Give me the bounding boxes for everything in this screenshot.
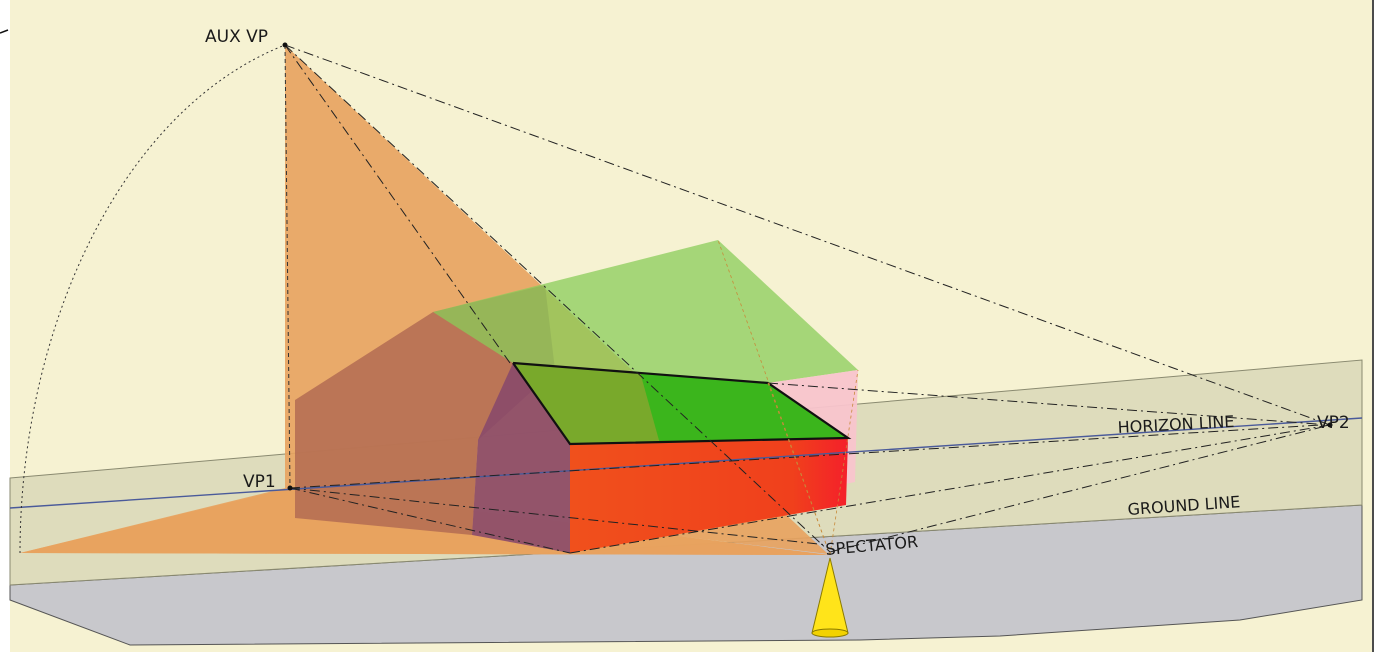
spectator-ray <box>767 382 831 556</box>
aux-vp-point <box>282 42 288 48</box>
corner-to-vp2-line <box>569 424 1331 554</box>
construction-lines <box>284 44 1331 554</box>
ground-plane <box>9 504 1363 646</box>
ridge-to-vp2-line <box>767 382 1331 426</box>
aux-vp-label: AUX VP <box>205 27 268 47</box>
horizon-line-stroke <box>9 417 1363 509</box>
vp1-to-corner-line <box>289 487 571 554</box>
spectator-to-vp2-line <box>829 424 1331 553</box>
spectator-cone-base <box>811 628 849 638</box>
vp1-point <box>287 485 293 491</box>
vp2-label: VP2 <box>1317 413 1350 433</box>
left-tick-mark <box>0 29 9 34</box>
vp1-label: VP1 <box>243 472 276 492</box>
roof-outline <box>512 361 852 446</box>
aux-to-spectator-line <box>284 44 831 553</box>
aux-to-vp2-line <box>284 44 1331 426</box>
aux-to-roof-line <box>284 44 511 364</box>
spectator-ray <box>829 369 859 556</box>
ghost-roof <box>433 240 858 383</box>
vp1-to-vp2-line <box>289 424 1321 489</box>
aux-vertical-line <box>284 44 291 489</box>
roof-shadow <box>513 363 660 444</box>
spectator-rays <box>717 239 859 556</box>
vp2-point <box>1327 422 1333 428</box>
